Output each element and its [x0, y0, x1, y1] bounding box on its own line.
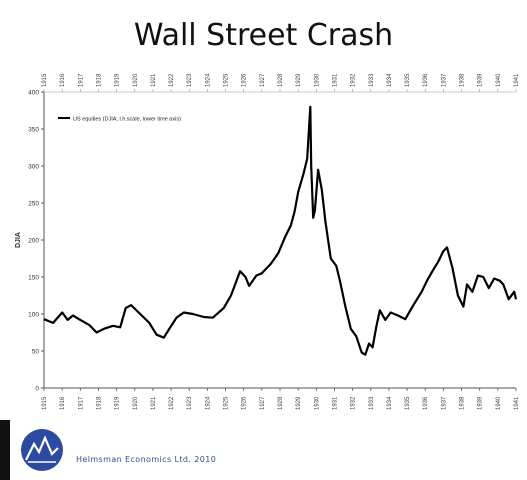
- y-tick-label: 350: [28, 127, 39, 134]
- x-top-tick-label: 1917: [78, 73, 84, 87]
- y-tick-label: 150: [28, 275, 39, 282]
- mountain-peaks-logo-icon: [21, 429, 63, 471]
- y-tick-label: 100: [28, 312, 39, 319]
- credit-text: Helmsman Economics Ltd. 2010: [76, 455, 217, 464]
- x-top-tick-label: 1924: [205, 73, 211, 87]
- x-top-tick-label: 1939: [478, 73, 484, 87]
- x-tick-label: 1922: [169, 396, 175, 410]
- x-top-tick-label: 1916: [60, 73, 66, 87]
- x-top-tick-label: 1938: [460, 73, 466, 87]
- chart-legend: US equities (DJIA; l.h.scale, lower time…: [58, 117, 181, 123]
- x-tick-label: 1927: [260, 396, 266, 410]
- x-tick-label: 1921: [151, 396, 157, 410]
- dow-jones-chart: 0501001502002503003504001915191519161916…: [15, 73, 520, 410]
- x-tick-label: 1926: [242, 396, 248, 410]
- x-top-tick-label: 1931: [332, 73, 338, 87]
- x-tick-label: 1923: [187, 396, 193, 410]
- x-tick-label: 1940: [496, 396, 502, 410]
- y-tick-label: 300: [28, 164, 39, 171]
- x-top-tick-label: 1925: [224, 73, 230, 87]
- x-tick-label: 1915: [42, 396, 48, 410]
- x-top-tick-label: 1935: [405, 73, 411, 87]
- x-top-tick-label: 1927: [260, 73, 266, 87]
- x-tick-label: 1917: [78, 396, 84, 410]
- x-tick-label: 1924: [205, 396, 211, 410]
- x-top-tick-label: 1937: [441, 73, 447, 87]
- x-tick-label: 1925: [224, 396, 230, 410]
- x-top-tick-label: 1933: [369, 73, 375, 87]
- x-top-tick-label: 1940: [496, 73, 502, 87]
- x-tick-label: 1916: [60, 396, 66, 410]
- y-tick-label: 200: [28, 238, 39, 245]
- chart-axes: [43, 91, 516, 389]
- legend-label-0: US equities (DJIA; l.h.scale, lower time…: [73, 117, 181, 123]
- x-tick-label: 1938: [460, 396, 466, 410]
- x-top-tick-label: 1926: [242, 73, 248, 87]
- chart-ticks: 0501001502002503003504001915191519161916…: [15, 73, 520, 410]
- x-top-tick-label: 1922: [169, 73, 175, 87]
- x-top-tick-label: 1919: [115, 73, 121, 87]
- x-top-tick-label: 1915: [42, 73, 48, 87]
- x-tick-label: 1929: [296, 396, 302, 410]
- x-tick-label: 1941: [514, 396, 520, 410]
- chart-series: [43, 105, 518, 356]
- x-tick-label: 1919: [115, 396, 121, 410]
- x-top-tick-label: 1921: [151, 73, 157, 87]
- x-top-tick-label: 1932: [351, 73, 357, 87]
- x-tick-label: 1918: [96, 396, 102, 410]
- x-top-tick-label: 1941: [514, 73, 520, 87]
- x-tick-label: 1933: [369, 396, 375, 410]
- x-top-tick-label: 1928: [278, 73, 284, 87]
- y-tick-label: 400: [28, 90, 39, 97]
- x-top-tick-label: 1936: [423, 73, 429, 87]
- y-tick-label: 0: [35, 386, 39, 393]
- x-top-tick-label: 1930: [314, 73, 320, 87]
- x-tick-label: 1936: [423, 396, 429, 410]
- x-tick-label: 1928: [278, 396, 284, 410]
- x-tick-label: 1930: [314, 396, 320, 410]
- x-top-tick-label: 1923: [187, 73, 193, 87]
- x-tick-label: 1934: [387, 396, 393, 410]
- x-top-tick-label: 1929: [296, 73, 302, 87]
- x-tick-label: 1932: [351, 396, 357, 410]
- x-top-tick-label: 1918: [96, 73, 102, 87]
- x-top-tick-label: 1934: [387, 73, 393, 87]
- page-title: Wall Street Crash: [133, 18, 394, 53]
- x-top-tick-label: 1920: [133, 73, 139, 87]
- y-axis-label: DJIA: [15, 232, 22, 248]
- y-tick-label: 250: [28, 201, 39, 208]
- y-tick-label: 50: [32, 349, 40, 356]
- x-tick-label: 1935: [405, 396, 411, 410]
- x-tick-label: 1937: [441, 396, 447, 410]
- series-line-0: [43, 105, 518, 356]
- x-tick-label: 1931: [332, 396, 338, 410]
- x-tick-label: 1939: [478, 396, 484, 410]
- x-tick-label: 1920: [133, 396, 139, 410]
- footer-accent-bar: [0, 420, 10, 480]
